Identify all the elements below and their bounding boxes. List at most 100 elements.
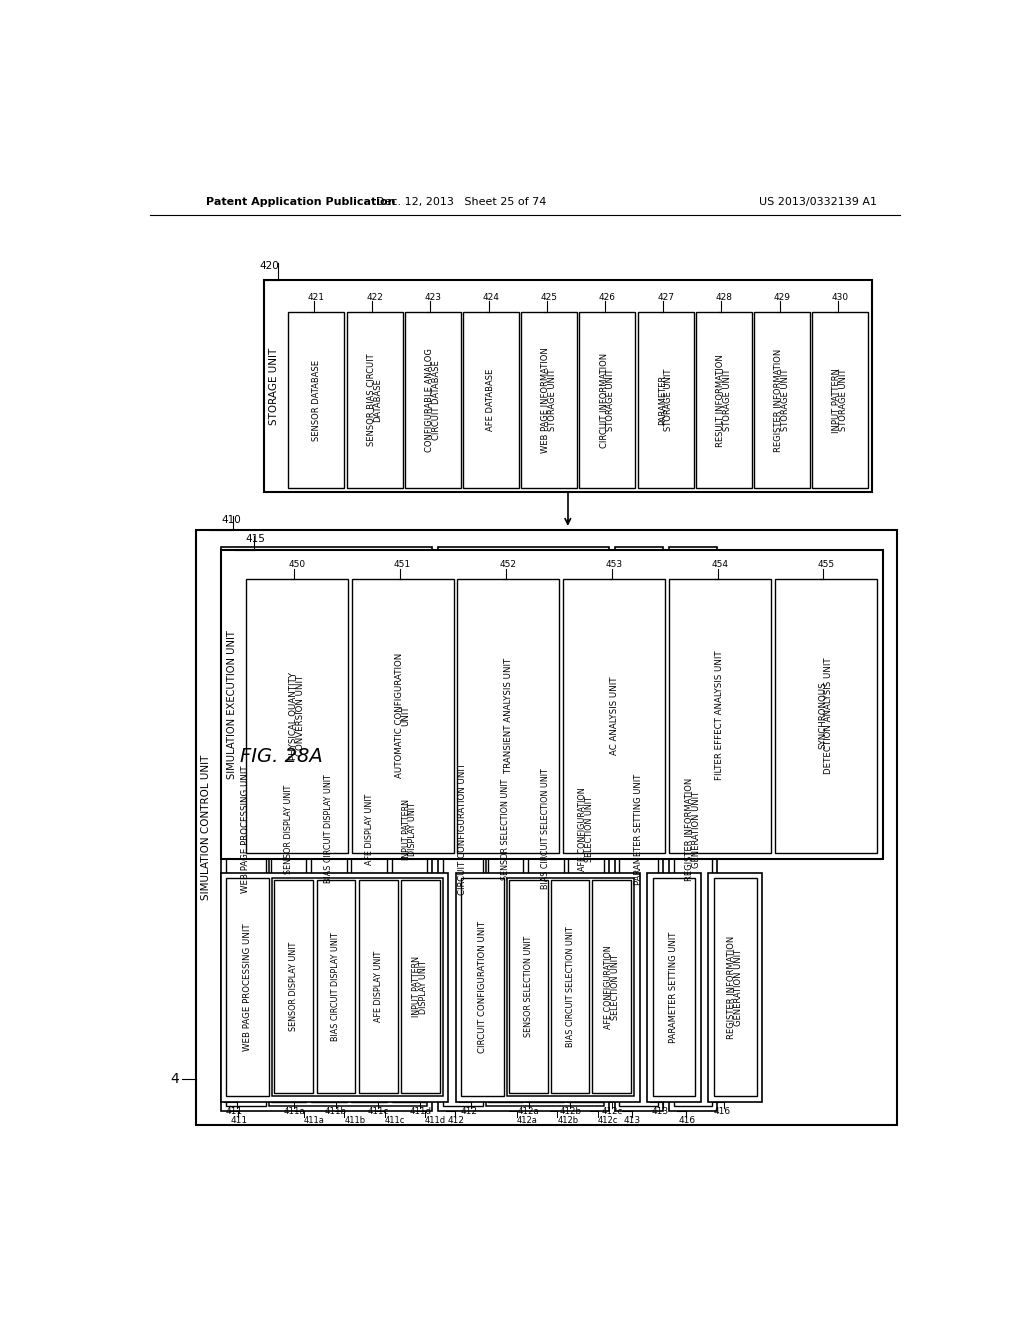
- Bar: [551, 880, 590, 1093]
- Text: SENSOR BIAS CIRCUIT: SENSOR BIAS CIRCUIT: [367, 354, 376, 446]
- Bar: [351, 556, 387, 1102]
- Text: AFE CONFIGURATION: AFE CONFIGURATION: [604, 945, 613, 1028]
- Text: SELECTION UNIT: SELECTION UNIT: [585, 796, 594, 862]
- Text: 411c: 411c: [385, 1115, 404, 1125]
- Text: 412c: 412c: [601, 1107, 623, 1117]
- Text: BIAS CIRCUIT DISPLAY UNIT: BIAS CIRCUIT DISPLAY UNIT: [332, 932, 341, 1041]
- Text: SELECTION UNIT: SELECTION UNIT: [610, 954, 620, 1019]
- Bar: [696, 313, 752, 488]
- Text: INPUT PATTERN: INPUT PATTERN: [413, 956, 421, 1018]
- Text: 412a: 412a: [517, 1115, 538, 1125]
- Text: SENSOR DISPLAY UNIT: SENSOR DISPLAY UNIT: [290, 942, 298, 1031]
- Text: CONVERSION UNIT: CONVERSION UNIT: [296, 675, 304, 756]
- Text: SENSOR SELECTION UNIT: SENSOR SELECTION UNIT: [524, 936, 534, 1038]
- Bar: [221, 549, 883, 859]
- Text: 412b: 412b: [559, 1107, 582, 1117]
- Bar: [563, 578, 665, 853]
- Text: 416: 416: [678, 1115, 695, 1125]
- Text: 455: 455: [817, 561, 835, 569]
- Bar: [400, 880, 439, 1093]
- Text: 421: 421: [308, 293, 325, 301]
- Text: 454: 454: [712, 561, 728, 569]
- Text: 416: 416: [713, 1107, 730, 1117]
- Text: TRANSIENT ANALYSIS UNIT: TRANSIENT ANALYSIS UNIT: [504, 659, 513, 774]
- Text: STORAGE UNIT: STORAGE UNIT: [268, 347, 279, 425]
- Text: 453: 453: [605, 561, 623, 569]
- Text: 412: 412: [461, 1107, 477, 1117]
- Text: STORAGE UNIT: STORAGE UNIT: [723, 370, 731, 432]
- Text: PHYSICAL QUANTITY: PHYSICAL QUANTITY: [289, 672, 298, 760]
- Text: 427: 427: [657, 293, 674, 301]
- Bar: [669, 578, 771, 853]
- Bar: [614, 548, 663, 1111]
- Text: 413: 413: [624, 1115, 641, 1125]
- Text: REGISTER INFORMATION: REGISTER INFORMATION: [685, 777, 694, 880]
- Bar: [221, 873, 449, 1102]
- Bar: [486, 552, 604, 1106]
- Bar: [274, 880, 313, 1093]
- Text: AFE DISPLAY UNIT: AFE DISPLAY UNIT: [365, 793, 374, 865]
- Bar: [269, 552, 427, 1106]
- Text: 411a: 411a: [304, 1115, 325, 1125]
- Text: SIMULATION CONTROL UNIT: SIMULATION CONTROL UNIT: [202, 755, 211, 900]
- Text: CIRCUIT DATABASE: CIRCUIT DATABASE: [431, 360, 440, 440]
- Bar: [404, 313, 461, 488]
- Bar: [225, 552, 266, 1106]
- Bar: [709, 873, 762, 1102]
- Text: SYNCHRONOUS: SYNCHRONOUS: [818, 682, 827, 750]
- Text: CIRCUIT CONFIGURATION UNIT: CIRCUIT CONFIGURATION UNIT: [459, 763, 467, 895]
- Text: 428: 428: [716, 293, 732, 301]
- Bar: [647, 873, 700, 1102]
- Text: STORAGE UNIT: STORAGE UNIT: [606, 370, 615, 432]
- Bar: [620, 552, 658, 1106]
- Text: 412: 412: [447, 1115, 464, 1125]
- Bar: [351, 578, 454, 853]
- Text: GENERATION UNIT: GENERATION UNIT: [692, 791, 700, 867]
- Text: WEB PAGE PROCESSING UNIT: WEB PAGE PROCESSING UNIT: [244, 923, 252, 1051]
- Text: DETECTION ANALYSIS UNIT: DETECTION ANALYSIS UNIT: [824, 657, 834, 774]
- Text: 411d: 411d: [425, 1115, 445, 1125]
- Text: 411c: 411c: [368, 1107, 389, 1117]
- Bar: [568, 556, 604, 1102]
- Bar: [226, 878, 269, 1096]
- Text: INPUT PATTERN: INPUT PATTERN: [401, 799, 411, 859]
- Bar: [528, 556, 563, 1102]
- Text: 4: 4: [170, 1072, 179, 1085]
- Bar: [669, 548, 717, 1111]
- Text: AFE DISPLAY UNIT: AFE DISPLAY UNIT: [374, 952, 383, 1022]
- Text: RESULT INFORMATION: RESULT INFORMATION: [716, 354, 725, 446]
- Bar: [593, 880, 631, 1093]
- Text: 411d: 411d: [409, 1107, 431, 1117]
- Bar: [456, 873, 640, 1102]
- Text: GENERATION UNIT: GENERATION UNIT: [734, 949, 743, 1026]
- Bar: [754, 313, 810, 488]
- Bar: [197, 531, 897, 1125]
- Text: REGISTER INFORMATION: REGISTER INFORMATION: [727, 936, 736, 1039]
- Text: DATABASE: DATABASE: [374, 379, 382, 422]
- Text: 412c: 412c: [598, 1115, 618, 1125]
- Text: CIRCUIT INFORMATION: CIRCUIT INFORMATION: [600, 352, 608, 447]
- Text: STORAGE UNIT: STORAGE UNIT: [665, 370, 674, 432]
- Text: US 2013/0332139 A1: US 2013/0332139 A1: [759, 197, 877, 207]
- Text: PARAMETER: PARAMETER: [657, 375, 667, 425]
- Bar: [674, 552, 713, 1106]
- Bar: [775, 578, 877, 853]
- Text: AFE CONFIGURATION: AFE CONFIGURATION: [579, 787, 587, 871]
- Text: AC ANALYSIS UNIT: AC ANALYSIS UNIT: [609, 676, 618, 755]
- Text: BIAS CIRCUIT SELECTION UNIT: BIAS CIRCUIT SELECTION UNIT: [565, 927, 574, 1047]
- Text: 452: 452: [500, 561, 517, 569]
- Text: SENSOR DISPLAY UNIT: SENSOR DISPLAY UNIT: [284, 784, 293, 874]
- Text: CONFIGURABLE ANALOG: CONFIGURABLE ANALOG: [425, 348, 434, 453]
- Text: PARAMETER SETTING UNIT: PARAMETER SETTING UNIT: [670, 932, 679, 1043]
- Bar: [316, 880, 355, 1093]
- Text: 410: 410: [221, 515, 241, 524]
- Bar: [358, 880, 397, 1093]
- Bar: [580, 313, 635, 488]
- Text: DISPLAY UNIT: DISPLAY UNIT: [409, 803, 417, 855]
- Text: 411: 411: [230, 1115, 248, 1125]
- Text: WEB PAGE PROCESSING UNIT: WEB PAGE PROCESSING UNIT: [242, 766, 250, 892]
- Text: UNIT: UNIT: [401, 705, 411, 726]
- Bar: [221, 548, 432, 1111]
- Bar: [521, 313, 578, 488]
- Bar: [246, 578, 348, 853]
